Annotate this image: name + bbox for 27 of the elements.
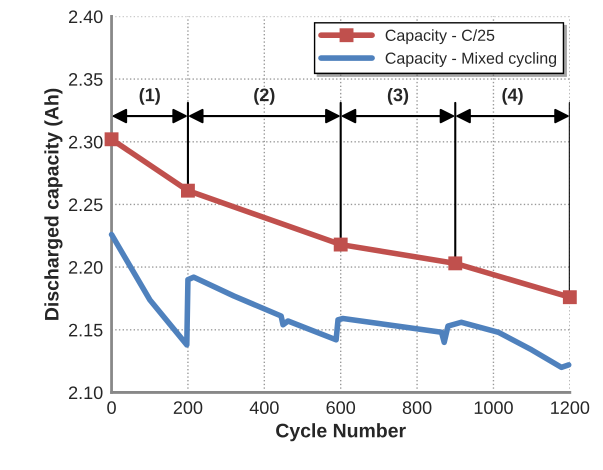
point [104, 132, 118, 146]
y-tick-label: 2.30 [68, 136, 103, 149]
point [562, 290, 577, 304]
point [448, 256, 462, 270]
x-tick-label: 1000 [474, 401, 513, 414]
point [334, 238, 348, 252]
legend-label: Capacity - C/25 [386, 29, 494, 44]
annotation: (1) [140, 88, 160, 105]
x-tick-label: 800 [402, 401, 432, 414]
y-axis-title: Discharged capacity (Ah) [44, 88, 63, 320]
x-tick-label: 400 [250, 401, 279, 414]
y-tick-label: 2.10 [68, 386, 103, 400]
y-tick-label: 2.35 [68, 73, 102, 86]
y-tick-label: 2.15 [68, 324, 102, 337]
point [180, 184, 195, 198]
annotation: (3) [388, 88, 408, 105]
x-tick-label: 0 [107, 401, 116, 414]
annotation: (2) [254, 88, 274, 105]
annotation: (4) [502, 88, 523, 105]
x-tick-label: 200 [174, 401, 202, 414]
x-axis-title: Cycle Number [276, 423, 406, 442]
x-tick-label: 1200 [551, 401, 590, 414]
legend-label: Capacity - Mixed cycling [386, 52, 556, 67]
y-tick-label: 2.40 [68, 10, 103, 24]
x-tick-label: 600 [326, 401, 356, 414]
y-tick-label: 2.25 [68, 198, 102, 212]
y-tick-label: 2.20 [68, 261, 103, 274]
